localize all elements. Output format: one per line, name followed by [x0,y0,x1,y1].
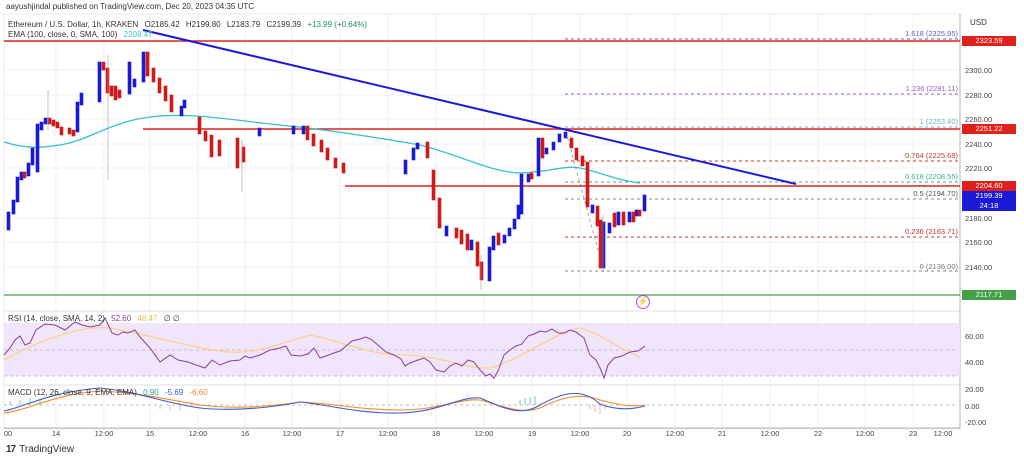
svg-text:22: 22 [814,429,822,438]
svg-text:2240.00: 2240.00 [965,140,992,149]
rsi-line [3,317,646,380]
macd-legend: MACD (12, 26, close, 9, EMA, EMA) 0.90 -… [8,388,208,397]
rsi-sma-value: 48.47 [137,314,158,323]
fib-0-label: 0 (2136.00) [920,262,959,271]
svg-text:2180.00: 2180.00 [965,214,992,223]
rsi-band [4,323,960,376]
svg-text:16: 16 [241,429,249,438]
svg-text:12:00: 12:00 [666,429,685,438]
svg-text:40.00: 40.00 [965,358,984,367]
currency-label: USD [970,18,987,27]
svg-text:17: 17 [336,429,344,438]
svg-text:20: 20 [623,429,631,438]
fib-0764-label: 0.764 (2225.69) [905,151,958,160]
svg-text:60.00: 60.00 [965,332,984,341]
change-value: +13.99 (+0.64%) [307,20,367,29]
ema-value: 2208.47 [123,30,153,39]
fib-1618-label: 1.618 (2325.95) [905,29,958,38]
rsi-legend: RSI (14, close, SMA, 14, 2) 52.60 48.47 … [8,314,180,323]
tradingview-brand: TradingView [19,444,75,455]
svg-text:20.00: 20.00 [965,385,984,394]
ema-legend: EMA (100, close, 0, SMA, 100) 2208.47 [8,30,153,39]
svg-text:15: 15 [146,429,154,438]
published-info: aayushjindal published on TradingView.co… [6,2,255,11]
svg-text:12:00: 12:00 [283,429,302,438]
svg-text:18: 18 [432,429,440,438]
svg-text:12:00: 12:00 [379,429,398,438]
svg-text:0.00: 0.00 [965,402,980,411]
svg-text:00: 00 [4,429,12,438]
macd-signal-value: -6.60 [189,388,208,397]
macd-histogram [9,396,606,414]
open-value: O2185.42 [144,20,180,29]
tradingview-mark-icon: 17 [6,444,16,455]
svg-text:2220.00: 2220.00 [965,164,992,173]
price-tag-2117: 2117.71 [962,290,1016,300]
fib-1236-label: 1.236 (2281.11) [906,84,959,93]
fib-0618-label: 0.618 (2208.55) [905,172,958,181]
macd-value: -5.69 [164,388,184,397]
symbol-legend: Ethereum / U.S. Dollar, 1h, KRAKEN O2185… [8,20,367,29]
svg-text:21: 21 [718,429,726,438]
candlesticks [6,51,647,290]
ema-label: EMA (100, close, 0, SMA, 100) [8,30,118,39]
svg-text:12:00: 12:00 [475,429,494,438]
rsi-extra: ∅ ∅ [163,314,180,323]
close-value: C2199.39 [266,20,302,29]
svg-text:2160.00: 2160.00 [965,238,992,247]
macd-line [3,387,646,414]
macd-label: MACD (12, 26, close, 9, EMA, EMA) [8,388,137,397]
current-price-tag: 2199.39 [962,191,1016,201]
svg-text:12:00: 12:00 [934,429,953,438]
lightning-event-icon[interactable]: ⚡ [636,295,650,309]
svg-text:12:00: 12:00 [189,429,208,438]
macd-signal-line [3,390,646,414]
low-value: L2183.79 [226,20,261,29]
price-tag-2323: 2323.59 [962,36,1016,46]
svg-text:2260.00: 2260.00 [965,115,992,124]
svg-text:14: 14 [52,429,60,438]
fib-05-label: 0.5 (2194.70) [913,189,958,198]
price-axis: 2300.00 2280.00 2260.00 2240.00 2220.00 … [965,66,992,427]
symbol-name: Ethereum / U.S. Dollar, 1h, KRAKEN [8,20,139,29]
price-tag-2251: 2251.22 [962,124,1016,134]
high-value: H2199.80 [185,20,221,29]
svg-text:2300.00: 2300.00 [965,66,992,75]
svg-text:2140.00: 2140.00 [965,263,992,272]
rsi-value: 52.60 [111,314,132,323]
svg-text:12:00: 12:00 [95,429,114,438]
svg-text:-20.00: -20.00 [965,418,986,427]
fib-0236-label: 0.236 (2163.71) [905,227,958,236]
fib-1-label: 1 (2253.40) [920,117,959,126]
bar-countdown: 24:18 [962,201,1016,211]
ema-100-line [3,114,641,184]
rsi-label: RSI (14, close, SMA, 14, 2) [8,314,105,323]
svg-text:12:00: 12:00 [571,429,590,438]
svg-text:12:00: 12:00 [761,429,780,438]
macd-hist-value: 0.90 [143,388,159,397]
svg-text:2280.00: 2280.00 [965,91,992,100]
price-tag-2204: 2204.60 [962,181,1016,191]
time-axis: 00 14 12:00 15 12:00 16 12:00 17 12:00 1… [4,429,953,438]
svg-text:12:00: 12:00 [856,429,875,438]
tradingview-logo: 17 TradingView [6,444,74,455]
svg-text:19: 19 [528,429,536,438]
descending-trendline [142,29,797,185]
svg-text:23: 23 [909,429,917,438]
